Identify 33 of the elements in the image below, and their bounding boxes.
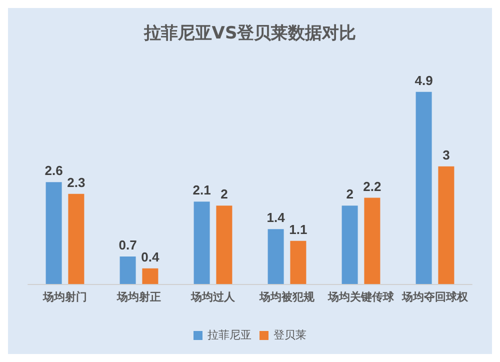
data-label: 3	[442, 147, 450, 162]
bar	[46, 182, 62, 284]
x-tick-label: 场均射门	[42, 290, 87, 304]
bar	[120, 256, 136, 284]
bar	[268, 229, 284, 284]
data-label: 0.4	[141, 249, 160, 264]
x-tick-label: 场均过人	[190, 290, 236, 304]
data-label: 0.7	[118, 238, 137, 253]
data-label: 4.9	[414, 72, 433, 88]
legend-label: 拉菲尼亚	[208, 328, 252, 342]
bar	[364, 198, 380, 284]
bar	[438, 166, 454, 284]
legend-label: 登贝莱	[274, 328, 306, 342]
bar	[216, 206, 232, 284]
x-tick-label: 场均夺回球权	[401, 290, 469, 304]
data-label: 1.4	[266, 210, 286, 226]
bar	[142, 268, 158, 284]
data-label: 2	[220, 186, 228, 202]
x-tick-label: 场均关键传球	[327, 290, 395, 304]
bar	[68, 194, 84, 284]
bar	[416, 92, 432, 284]
chart-title: 拉菲尼亚VS登贝莱数据对比	[142, 24, 356, 44]
bar	[290, 240, 306, 284]
bar	[342, 206, 358, 284]
data-label: 2	[346, 186, 354, 202]
data-label: 2.1	[192, 182, 211, 198]
data-label: 1.1	[289, 222, 308, 237]
data-label: 2.6	[44, 163, 63, 178]
data-label: 2.3	[67, 174, 86, 190]
data-label: 2.2	[363, 178, 382, 194]
x-tick-label: 场均被犯规	[258, 290, 316, 304]
bar	[194, 202, 210, 284]
x-tick-label: 场均射正	[116, 290, 161, 304]
